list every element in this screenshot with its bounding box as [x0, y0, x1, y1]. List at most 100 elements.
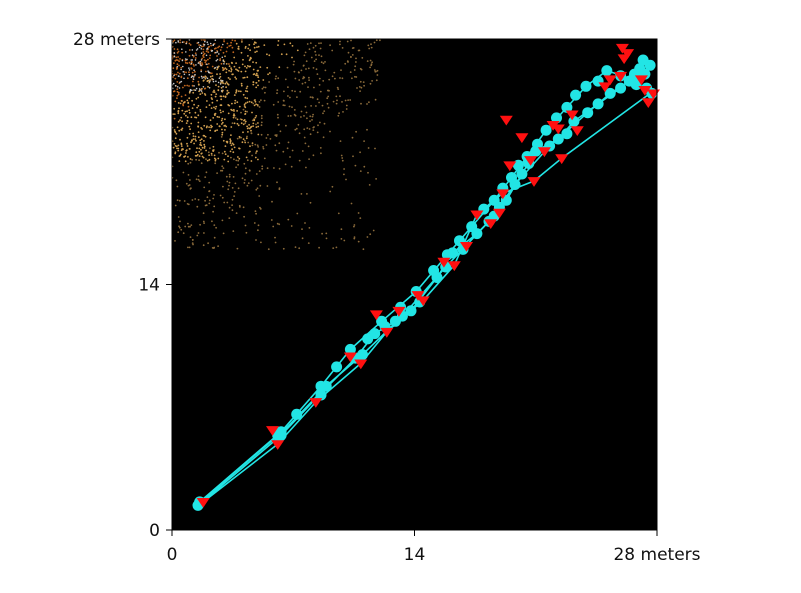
cloud-point — [236, 69, 239, 72]
cloud-point — [220, 95, 223, 98]
cloud-point — [304, 81, 307, 84]
cloud-point — [203, 124, 206, 127]
cloud-point — [244, 90, 247, 92]
cloud-point — [230, 134, 232, 137]
cloud-point — [189, 128, 192, 131]
circle-marker — [592, 98, 604, 110]
cloud-point — [192, 135, 195, 138]
cloud-point — [209, 75, 212, 78]
cloud-point — [256, 144, 259, 147]
cloud-point — [283, 43, 286, 46]
cloud-point — [257, 158, 259, 161]
cloud-point — [244, 172, 247, 175]
cloud-point — [172, 113, 175, 115]
cloud-point — [355, 130, 357, 133]
cloud-point — [194, 89, 197, 91]
cloud-point — [181, 51, 184, 54]
cloud-point — [222, 167, 225, 170]
background-point-cloud — [172, 39, 381, 251]
cloud-point — [228, 69, 231, 72]
cloud-point — [332, 247, 335, 250]
cloud-point — [242, 93, 245, 96]
cloud-point — [196, 234, 199, 237]
cloud-point — [211, 65, 214, 68]
cloud-point — [189, 158, 192, 160]
cloud-point — [261, 167, 264, 170]
cloud-point — [242, 138, 245, 141]
cloud-point — [181, 41, 184, 43]
cloud-point — [250, 160, 253, 162]
cloud-point — [340, 228, 343, 231]
cloud-point — [220, 123, 223, 125]
cloud-point — [282, 150, 285, 153]
cloud-point — [360, 86, 363, 89]
cloud-point — [252, 125, 255, 127]
cloud-point — [209, 79, 212, 81]
triangle-marker — [196, 498, 210, 508]
cloud-point — [250, 132, 253, 135]
cloud-point — [294, 246, 297, 249]
triangle-marker — [271, 440, 285, 450]
cloud-point — [244, 96, 247, 99]
cloud-point — [220, 104, 223, 107]
cloud-point — [176, 81, 179, 83]
trajectory-markers — [192, 43, 660, 511]
cloud-point — [274, 241, 277, 244]
cloud-point — [305, 60, 308, 63]
cloud-point — [310, 105, 312, 107]
cloud-point — [191, 75, 194, 77]
cloud-point — [245, 137, 248, 140]
cloud-point — [223, 63, 225, 65]
cloud-point — [218, 77, 221, 79]
cloud-point — [316, 73, 319, 75]
cloud-point — [219, 109, 222, 112]
cloud-point — [294, 128, 297, 131]
cloud-point — [255, 212, 257, 215]
cloud-point — [225, 175, 228, 178]
cloud-point — [246, 135, 248, 138]
cloud-point — [254, 51, 257, 53]
cloud-point — [237, 187, 240, 190]
cloud-point — [183, 73, 186, 76]
cloud-point — [230, 41, 233, 44]
cloud-point — [185, 182, 188, 185]
cloud-point — [228, 63, 230, 65]
cloud-point — [201, 77, 203, 79]
cloud-point — [343, 173, 345, 176]
cloud-point — [373, 41, 376, 44]
cloud-point — [192, 243, 194, 246]
triangle-marker — [411, 291, 425, 301]
cloud-point — [172, 82, 175, 85]
cloud-point — [213, 224, 216, 227]
cloud-point — [251, 142, 254, 145]
triangle-marker — [416, 296, 430, 307]
cloud-point — [202, 48, 205, 51]
cloud-point — [185, 71, 188, 74]
cloud-point — [277, 116, 279, 119]
cloud-point — [228, 173, 231, 176]
cloud-point — [255, 115, 258, 117]
cloud-point — [208, 190, 211, 193]
cloud-point — [309, 115, 312, 118]
cloud-point — [173, 129, 176, 131]
cloud-point — [373, 69, 376, 71]
cloud-point — [250, 101, 253, 104]
cloud-point — [366, 60, 369, 62]
cloud-point — [375, 79, 378, 82]
cloud-point — [294, 77, 297, 80]
cloud-point — [220, 136, 223, 138]
cloud-point — [193, 85, 195, 87]
cloud-point — [194, 135, 197, 138]
cloud-point — [200, 138, 203, 141]
cloud-point — [188, 61, 191, 64]
triangle-marker — [615, 43, 629, 54]
cloud-point — [219, 194, 222, 197]
cloud-point — [309, 42, 312, 44]
cloud-point — [329, 190, 332, 193]
cloud-point — [193, 65, 195, 67]
cloud-point — [212, 145, 215, 148]
cloud-point — [177, 41, 180, 43]
cloud-point — [209, 119, 212, 122]
cloud-point — [296, 212, 299, 215]
cloud-point — [246, 65, 249, 67]
